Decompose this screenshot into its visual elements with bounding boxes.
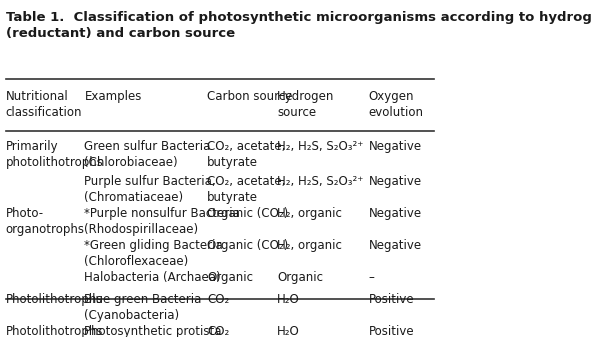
Text: Green sulfur Bacteria
(Chlorobiaceae): Green sulfur Bacteria (Chlorobiaceae) — [85, 140, 211, 169]
Text: Blue green Bacteria
(Cyanobacteria): Blue green Bacteria (Cyanobacteria) — [85, 294, 202, 323]
Text: H₂, organic: H₂, organic — [277, 207, 342, 220]
Text: Hydrogen
source: Hydrogen source — [277, 90, 335, 119]
Text: Examples: Examples — [85, 90, 142, 103]
Text: Photolithotrophs: Photolithotrophs — [6, 326, 103, 337]
Text: Organic (CO₂): Organic (CO₂) — [207, 207, 288, 220]
Text: CO₂, acetate,
butyrate: CO₂, acetate, butyrate — [207, 140, 285, 169]
Text: Halobacteria (Archaea): Halobacteria (Archaea) — [85, 271, 221, 284]
Text: Table 1.  Classification of photosynthetic microorganisms according to hydrogen
: Table 1. Classification of photosyntheti… — [6, 10, 591, 39]
Text: Negative: Negative — [369, 140, 422, 153]
Text: CO₂, acetate,
butyrate: CO₂, acetate, butyrate — [207, 175, 285, 204]
Text: Carbon source: Carbon source — [207, 90, 293, 103]
Text: H₂, organic: H₂, organic — [277, 239, 342, 252]
Text: Photo-
organotrophs: Photo- organotrophs — [6, 207, 85, 236]
Text: *Purple nonsulfur Bacteria
(Rhodospirillaceae): *Purple nonsulfur Bacteria (Rhodospirill… — [85, 207, 241, 236]
Text: Oxygen
evolution: Oxygen evolution — [369, 90, 424, 119]
Text: Organic: Organic — [207, 271, 253, 284]
Text: Organic: Organic — [277, 271, 323, 284]
Text: Primarily
photolithotrophs: Primarily photolithotrophs — [6, 140, 103, 169]
Text: Photolithotrophs: Photolithotrophs — [6, 294, 103, 306]
Text: Organic (CO₂): Organic (CO₂) — [207, 239, 288, 252]
Text: Nutritional
classification: Nutritional classification — [6, 90, 82, 119]
Text: Positive: Positive — [369, 326, 414, 337]
Text: Purple sulfur Bacteria,
(Chromatiaceae): Purple sulfur Bacteria, (Chromatiaceae) — [85, 175, 216, 204]
Text: Negative: Negative — [369, 239, 422, 252]
Text: –: – — [369, 271, 375, 284]
Text: H₂, H₂S, S₂O₃²⁺: H₂, H₂S, S₂O₃²⁺ — [277, 175, 363, 188]
Text: Positive: Positive — [369, 294, 414, 306]
Text: CO₂: CO₂ — [207, 294, 229, 306]
Text: *Green gliding Bacteria
(Chloroflexaceae): *Green gliding Bacteria (Chloroflexaceae… — [85, 239, 223, 268]
Text: H₂O: H₂O — [277, 294, 300, 306]
Text: Negative: Negative — [369, 175, 422, 188]
Text: Negative: Negative — [369, 207, 422, 220]
Text: CO₂: CO₂ — [207, 326, 229, 337]
Text: H₂, H₂S, S₂O₃²⁺: H₂, H₂S, S₂O₃²⁺ — [277, 140, 363, 153]
Text: H₂O: H₂O — [277, 326, 300, 337]
Text: Photosynthetic protista: Photosynthetic protista — [85, 326, 222, 337]
